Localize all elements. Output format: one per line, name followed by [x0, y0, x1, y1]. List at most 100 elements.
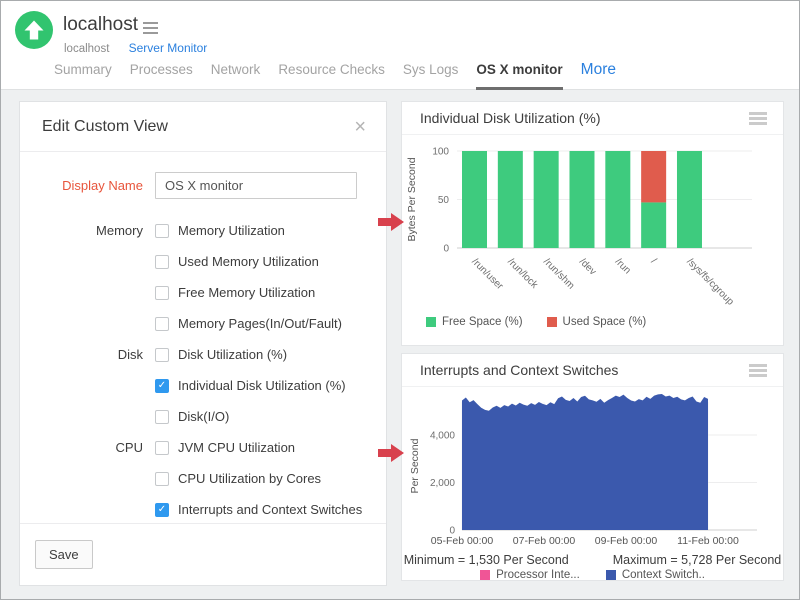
legend-label: Processor Inte... [496, 569, 580, 581]
option-row-cpu-utilization-by-cores: CPU Utilization by Cores [40, 463, 366, 494]
interrupts-card-header: Interrupts and Context Switches [402, 354, 783, 387]
tab-sys-logs[interactable]: Sys Logs [403, 62, 459, 87]
option-label: Memory Utilization [178, 223, 285, 238]
display-name-input[interactable] [155, 172, 357, 199]
edit-panel-title: Edit Custom View [42, 118, 168, 136]
disk-utilization-card: Individual Disk Utilization (%) 0 50 100 By… [401, 101, 784, 346]
option-row-free-memory-utilization: Free Memory Utilization [40, 277, 366, 308]
checkbox-interrupts-and-context-switches[interactable] [155, 503, 169, 517]
y-axis-title: Bytes Per Second [406, 157, 418, 241]
y-tick-label: 0 [449, 526, 455, 537]
category-label: CPU [40, 440, 143, 455]
tab-resource-checks[interactable]: Resource Checks [278, 62, 385, 87]
y-tick-label: 100 [432, 147, 449, 158]
option-row-memory-utilization: Memory Memory Utilization [40, 215, 366, 246]
bar-free-space [677, 151, 702, 248]
bar-free-space [641, 202, 666, 248]
breadcrumb: localhost Server Monitor [64, 41, 207, 55]
context-switches-area-series [462, 394, 708, 530]
checkbox-disk-utilization[interactable] [155, 348, 169, 362]
interrupts-stats-row: Minimum = 1,530 Per Second Maximum = 5,7… [402, 553, 783, 567]
option-label: JVM CPU Utilization [178, 440, 295, 455]
red-right-arrow-icon [378, 444, 404, 462]
bar-used-space [641, 151, 666, 202]
checkbox-memory-utilization[interactable] [155, 224, 169, 238]
legend-swatch [606, 570, 616, 580]
y-tick-label: 4,000 [430, 431, 455, 442]
option-row-individual-disk-utilization: Individual Disk Utilization (%) [40, 370, 366, 401]
x-category-label: /run/lock [505, 256, 540, 291]
x-tick-label: 07-Feb 00:00 [513, 535, 576, 547]
interrupts-card: Interrupts and Context Switches 05-Feb 0… [401, 353, 784, 581]
tab-os-x-monitor[interactable]: OS X monitor [476, 62, 562, 90]
checkbox-jvm-cpu-utilization[interactable] [155, 441, 169, 455]
option-label: Disk Utilization (%) [178, 347, 287, 362]
tab-bar: Summary Processes Network Resource Checks Sy… [54, 61, 616, 90]
checkbox-free-memory-utilization[interactable] [155, 286, 169, 300]
legend-swatch [480, 570, 490, 580]
edit-panel-header: Edit Custom View [20, 102, 386, 152]
legend-label: Free Space (%) [442, 316, 523, 328]
bar-free-space [462, 151, 487, 248]
page-title: localhost [63, 14, 138, 36]
edit-panel-footer: Save [20, 523, 386, 585]
checkbox-used-memory-utilization[interactable] [155, 255, 169, 269]
minimum-stat: Minimum = 1,530 Per Second [404, 553, 569, 567]
tab-network[interactable]: Network [211, 62, 261, 87]
legend-item-used-space[interactable]: Used Space (%) [547, 316, 647, 328]
x-category-label: /sys/fs/cgroup [684, 256, 736, 308]
interrupts-area-chart: 05-Feb 00:00 07-Feb 00:00 09-Feb 00:00 11-F… [402, 390, 770, 548]
checkbox-memory-pages-in-out-fault[interactable] [155, 317, 169, 331]
interrupts-chart-title: Interrupts and Context Switches [420, 362, 618, 378]
bar-free-space [534, 151, 559, 248]
tab-summary[interactable]: Summary [54, 62, 112, 87]
x-tick-label: 09-Feb 00:00 [595, 535, 658, 547]
x-tick-label: 11-Feb 00:00 [677, 535, 739, 547]
save-button[interactable]: Save [35, 540, 93, 569]
x-category-label: /dev [577, 256, 598, 277]
metric-options-list: Memory Memory Utilization Used Memory Util… [40, 215, 366, 525]
legend-item-processor-inte[interactable]: Processor Inte... [480, 569, 580, 581]
option-label: CPU Utilization by Cores [178, 471, 321, 486]
option-label: Disk(I/O) [178, 409, 229, 424]
display-name-label: Display Name [40, 178, 143, 193]
option-label: Memory Pages(In/Out/Fault) [178, 316, 342, 331]
tab-processes[interactable]: Processes [130, 62, 193, 87]
y-tick-label: 0 [443, 244, 449, 255]
legend-item-context-switch[interactable]: Context Switch.. [606, 569, 705, 581]
checkbox-individual-disk-utilization[interactable] [155, 379, 169, 393]
card-menu-hamburger-icon[interactable] [749, 112, 767, 125]
category-label: Memory [40, 223, 143, 238]
red-right-arrow-icon [378, 213, 404, 231]
monitor-status-up-icon [15, 11, 55, 51]
close-icon[interactable] [354, 117, 366, 137]
x-category-label: /run [613, 256, 633, 276]
disk-chart-title: Individual Disk Utilization (%) [420, 110, 601, 126]
title-hamburger-icon[interactable] [143, 22, 158, 34]
option-label: Individual Disk Utilization (%) [178, 378, 346, 393]
option-label: Used Memory Utilization [178, 254, 319, 269]
x-tick-label: 05-Feb 00:00 [431, 535, 494, 547]
option-label: Free Memory Utilization [178, 285, 315, 300]
breadcrumb-monitor-type-link[interactable]: Server Monitor [129, 41, 208, 55]
card-menu-hamburger-icon[interactable] [749, 364, 767, 377]
option-row-disk-utilization: DiskDisk Utilization (%) [40, 339, 366, 370]
maximum-stat: Maximum = 5,728 Per Second [613, 553, 782, 567]
legend-item-free-space[interactable]: Free Space (%) [426, 316, 523, 328]
checkbox-disk-i-o[interactable] [155, 410, 169, 424]
y-tick-label: 2,000 [430, 478, 455, 489]
edit-custom-view-panel: Edit Custom View Display Name MemoryMemo… [19, 101, 387, 586]
y-tick-label: 50 [438, 195, 450, 206]
x-category-label: /run/shm [541, 256, 576, 291]
option-row-interrupts-and-context-switches: Interrupts and Context Switches [40, 494, 366, 525]
bar-free-space [498, 151, 523, 248]
app-window: localhost localhost Server Monitor Summa… [0, 0, 800, 600]
tab-more[interactable]: More [581, 61, 616, 89]
bar-free-space [605, 151, 630, 248]
checkbox-cpu-utilization-by-cores[interactable] [155, 472, 169, 486]
interrupts-chart-legend: Processor Inte... Context Switch.. [402, 569, 783, 581]
disk-utilization-bar-chart: 050100Bytes Per Second/run/user/run/lock… [402, 141, 770, 311]
option-row-disk-i-o: Disk(I/O) [40, 401, 366, 432]
legend-swatch [547, 317, 557, 327]
disk-card-header: Individual Disk Utilization (%) [402, 102, 783, 135]
